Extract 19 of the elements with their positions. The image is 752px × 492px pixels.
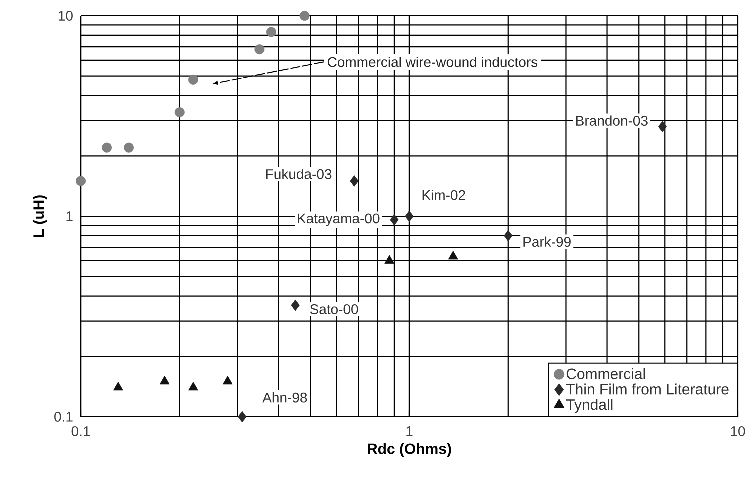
x-axis-title: Rdc (Ohms) (368, 443, 452, 458)
annotation: Fukuda-03 (266, 169, 332, 180)
annotation: Ahn-98 (262, 392, 308, 403)
x-tick-label: 0.1 (72, 426, 90, 436)
legend-label: Thin Film from Literature (566, 384, 729, 395)
x-tick-label: 10 (731, 426, 746, 436)
x-tick-label: 1 (406, 426, 413, 436)
y-tick-label: 0.1 (54, 412, 73, 422)
annotation: Park-99 (524, 236, 571, 248)
annotation: Brandon-03 (576, 116, 648, 126)
annotation: Katayama-00 (298, 214, 380, 226)
annotation: Sato-00 (310, 304, 358, 314)
y-tick-label: 10 (58, 11, 73, 21)
y-axis-title: L (uH) (33, 196, 48, 238)
y-tick-label: 1 (66, 212, 73, 222)
legend-label: Commercial (566, 368, 646, 380)
annotation: Commercial wire-wound inductors (328, 56, 538, 68)
legend-label: Tyndall (566, 399, 613, 414)
annotation: Kim-02 (422, 190, 466, 200)
